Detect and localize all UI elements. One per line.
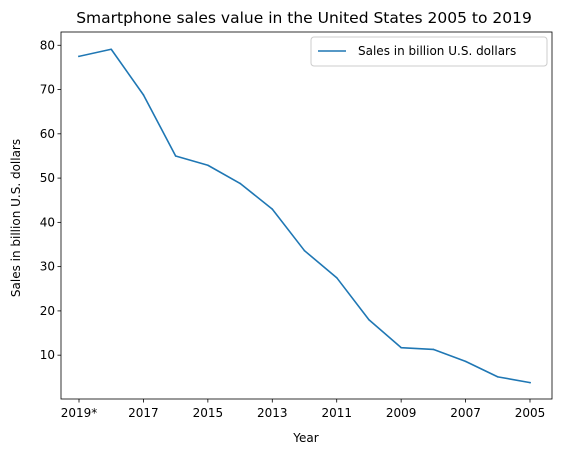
data-point xyxy=(271,208,274,210)
y-tick-label: 20 xyxy=(40,304,55,318)
chart-title: Smartphone sales value in the United Sta… xyxy=(76,9,532,27)
x-axis: 2019* 2017 2015 2013 2011 2009 2007 2005 xyxy=(61,399,546,420)
x-tick-label: 2009 xyxy=(386,406,417,420)
x-tick-label: 2019* xyxy=(61,406,98,420)
legend-box xyxy=(310,36,548,67)
data-point xyxy=(368,318,370,321)
data-point xyxy=(207,164,209,167)
data-point xyxy=(464,360,467,363)
x-tick-label: 2007 xyxy=(450,406,481,420)
data-point xyxy=(529,381,531,384)
y-tick-label: 50 xyxy=(40,171,55,185)
data-point xyxy=(303,249,306,252)
x-axis-label: Year xyxy=(292,431,318,445)
y-tick-label: 80 xyxy=(40,38,55,52)
y-tick-label: 60 xyxy=(40,127,55,141)
data-point xyxy=(432,348,435,351)
data-point xyxy=(110,48,113,51)
plot-area xyxy=(60,31,553,400)
x-tick-label: 2013 xyxy=(257,406,288,420)
data-point xyxy=(496,376,499,378)
y-tick-label: 70 xyxy=(40,83,55,97)
data-point xyxy=(174,155,177,157)
data-point xyxy=(142,94,145,96)
y-axis-label: Sales in billion U.S. dollars xyxy=(9,139,23,297)
y-tick-label: 40 xyxy=(40,215,55,229)
x-tick-label: 2011 xyxy=(321,406,352,420)
data-point xyxy=(400,346,402,349)
x-tick-label: 2017 xyxy=(128,406,159,420)
x-tick-label: 2015 xyxy=(193,406,224,420)
legend: Sales in billion U.S. dollars xyxy=(310,36,548,67)
y-axis: 10 20 30 40 50 60 70 80 xyxy=(40,38,61,362)
y-tick-label: 30 xyxy=(40,260,55,274)
series-layer xyxy=(78,48,531,384)
data-point xyxy=(78,55,80,58)
legend-label: Sales in billion U.S. dollars xyxy=(358,44,516,58)
y-tick-label: 10 xyxy=(40,348,55,362)
data-point xyxy=(335,276,338,279)
data-point xyxy=(239,182,241,185)
x-tick-label: 2005 xyxy=(515,406,546,420)
axes-frame xyxy=(60,31,553,400)
